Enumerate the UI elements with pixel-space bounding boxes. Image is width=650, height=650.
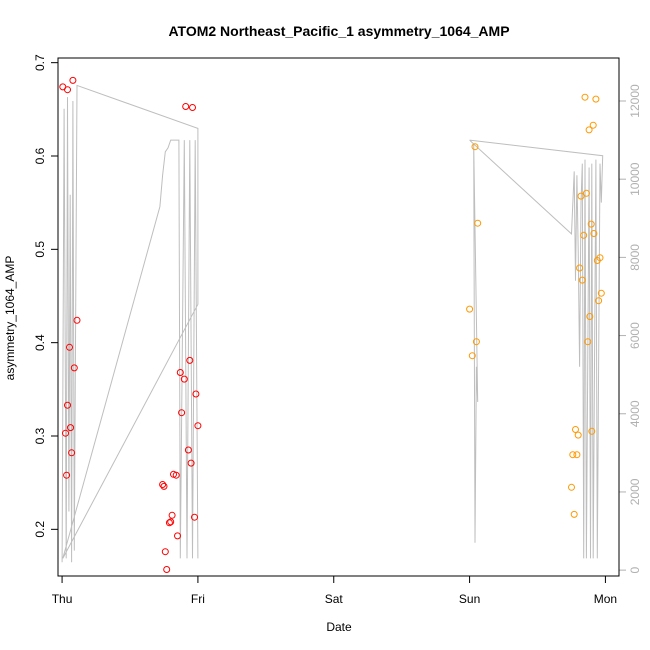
data-point-series-1-10 (70, 364, 78, 372)
data-point-series-1-21 (174, 532, 181, 540)
y-axis-label: asymmetry_1064_AMP (3, 256, 17, 381)
data-point-series-1-3 (69, 76, 77, 84)
data-point-series-2-8 (570, 510, 578, 518)
data-point-series-2-4 (472, 338, 480, 346)
data-point-series-1-26 (184, 446, 192, 454)
data-point-series-2-28 (596, 254, 604, 262)
y2-tick-label-6: 10000 (628, 162, 642, 196)
chart-title: ATOM2 Northeast_Pacific_1 asymmetry_1064… (168, 23, 509, 39)
data-point-series-2-1 (466, 305, 474, 313)
data-point-series-1-7 (66, 343, 73, 351)
data-point-series-2-29 (597, 289, 605, 297)
points-layer (59, 76, 605, 573)
data-point-series-2-2 (468, 352, 476, 360)
y-tick-label-1: 0.2 (33, 521, 47, 538)
secondary-line-1 (61, 84, 199, 563)
data-point-series-2-7 (569, 451, 577, 459)
data-point-series-1-30 (191, 513, 198, 521)
data-point-series-2-18 (584, 338, 592, 346)
data-point-series-1-15 (163, 566, 171, 573)
data-point-series-2-6 (568, 483, 575, 491)
y2-tick-label-2: 2000 (628, 478, 642, 505)
y2-tick-label-5: 8000 (628, 244, 642, 271)
data-point-series-1-16 (165, 519, 173, 527)
data-point-series-1-31 (192, 390, 200, 398)
data-point-series-2-21 (587, 220, 595, 228)
data-point-series-1-5 (63, 471, 71, 479)
data-point-series-2-10 (573, 451, 581, 459)
data-point-series-1-23 (178, 409, 186, 417)
x-tick-label-3: Sat (325, 592, 344, 606)
data-point-series-1-18 (168, 511, 176, 519)
data-point-series-2-17 (582, 189, 590, 197)
y-tick-label-4: 0.5 (33, 241, 47, 258)
data-point-series-2-11 (574, 431, 582, 439)
data-point-series-1-17 (167, 518, 175, 526)
y-tick-label-2: 0.3 (33, 427, 47, 444)
data-point-series-1-13 (160, 482, 168, 490)
x-axis-label: Date (326, 620, 352, 634)
data-point-series-1-20 (172, 471, 180, 479)
data-point-series-2-15 (580, 231, 588, 239)
data-point-series-1-14 (161, 548, 169, 556)
data-point-series-1-4 (62, 429, 69, 437)
data-point-series-1-12 (159, 481, 167, 488)
data-point-series-1-22 (176, 369, 184, 376)
plot-frame (57, 57, 620, 577)
data-point-series-2-3 (471, 143, 479, 151)
x-tick-label-5: Mon (594, 592, 617, 606)
data-point-series-1-28 (187, 459, 195, 467)
data-point-series-1-24 (180, 375, 188, 383)
data-point-series-1-27 (186, 356, 194, 364)
data-point-series-2-27 (595, 297, 603, 305)
data-point-series-1-8 (67, 424, 74, 432)
data-point-series-2-16 (581, 93, 589, 101)
y2-tick-label-3: 4000 (628, 400, 642, 427)
data-point-series-2-23 (589, 121, 597, 129)
data-point-series-1-25 (182, 103, 190, 110)
data-point-series-1-11 (73, 316, 81, 324)
secondary-line-2 (469, 139, 604, 559)
y2-tick-label-4: 6000 (628, 322, 642, 349)
data-point-series-2-14 (578, 276, 586, 284)
data-point-series-2-20 (586, 313, 594, 320)
y-tick-label-3: 0.4 (33, 334, 47, 351)
data-point-series-2-25 (592, 95, 600, 103)
data-point-series-1-29 (189, 104, 196, 111)
y2-tick-label-1: 0 (628, 566, 642, 573)
data-point-series-2-24 (590, 230, 598, 237)
data-point-series-1-32 (194, 422, 202, 430)
data-point-series-1-6 (64, 401, 71, 409)
data-point-series-2-12 (576, 264, 584, 272)
data-point-series-2-9 (572, 426, 579, 433)
data-point-series-2-13 (577, 192, 585, 200)
data-point-series-2-22 (588, 427, 596, 435)
y-tick-label-6: 0.7 (33, 54, 47, 71)
data-point-series-2-19 (585, 126, 593, 134)
data-point-series-2-5 (474, 219, 482, 227)
data-point-series-1-9 (68, 449, 76, 457)
x-tick-label-4: Sun (459, 592, 480, 606)
x-tick-label-2: Fri (191, 592, 205, 606)
x-tick-label-1: Thu (52, 592, 73, 606)
data-point-series-1-2 (64, 86, 71, 94)
y-tick-label-5: 0.6 (33, 147, 47, 164)
secondary-series-layer (61, 84, 604, 563)
y2-tick-label-7: 12000 (628, 84, 642, 118)
